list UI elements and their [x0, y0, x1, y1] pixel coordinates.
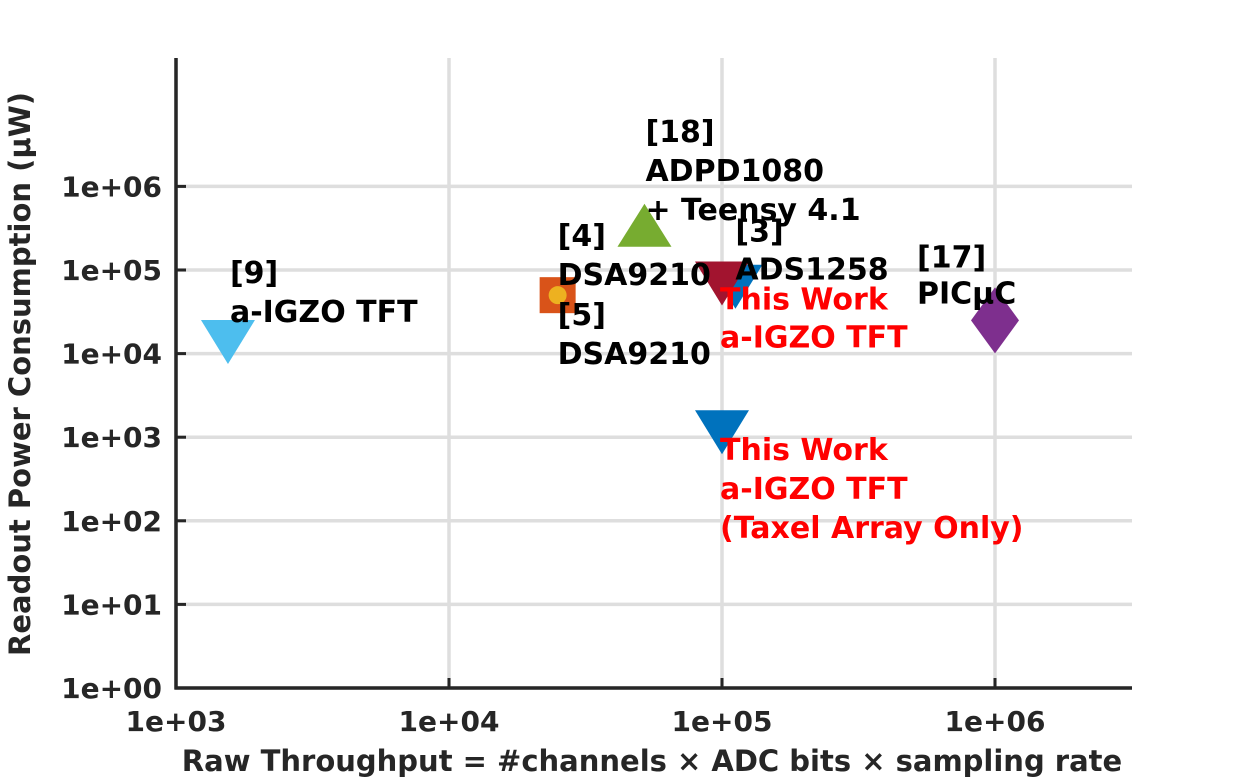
ref18-annotation: [18] ADPD1080 + Teensy 4.1 — [645, 115, 860, 228]
y-tick-label: 1e+06 — [61, 170, 162, 203]
ref5-marker — [548, 286, 567, 305]
annotation-line: [18] — [645, 115, 714, 150]
annotation-line: ADS1258 — [735, 253, 888, 288]
this-work-taxel-annotation: This Work a-IGZO TFT (Taxel Array Only) — [720, 433, 1024, 546]
annotation-line: [3] — [735, 215, 783, 250]
grid — [174, 58, 1132, 690]
ref9-annotation: [9] a-IGZO TFT — [230, 256, 418, 330]
markers — [200, 203, 1019, 455]
ref18-marker — [617, 203, 672, 247]
y-tick-label: 1e+05 — [61, 254, 162, 287]
x-tick-label: 1e+03 — [126, 705, 227, 738]
annotation-line: This Work — [720, 283, 889, 318]
ref3-annotation: [3]ADS1258 — [735, 215, 888, 288]
ref17-annotation: [17]PICμC — [917, 240, 1016, 311]
annotation-line: a-IGZO TFT — [720, 321, 908, 356]
ref17-marker — [971, 287, 1019, 354]
ref9-marker — [200, 319, 255, 364]
annotation-line: [4] — [558, 219, 606, 254]
x-tick-label: 1e+06 — [945, 705, 1046, 738]
annotation-line: + Teensy 4.1 — [645, 193, 860, 228]
axes — [174, 58, 1132, 690]
y-axis-title: Readout Power Consumption (μW) — [3, 92, 37, 656]
y-tick-label: 1e+03 — [61, 421, 162, 454]
annotation-line: DSA9210 — [558, 337, 711, 372]
this-work-marker — [695, 261, 749, 306]
ref4-annotation: [4] DSA9210 — [558, 219, 711, 293]
x-axis-title: Raw Throughput = #channels × ADC bits × … — [182, 744, 1122, 778]
annotation-line: [17] — [917, 240, 986, 275]
y-tick-label: 1e+04 — [61, 338, 162, 371]
y-tick-label: 1e+02 — [61, 505, 162, 538]
annotation-line: PICμC — [917, 276, 1016, 311]
labels: 1e+03 1e+04 1e+05 1e+06 1e+00 1e+01 1e+02 1e+03… — [61, 170, 1045, 738]
annotation-line: [5] — [558, 298, 606, 333]
annotation-line: a-IGZO TFT — [230, 295, 418, 330]
annotation-line: a-IGZO TFT — [720, 472, 908, 507]
annotations: [9] a-IGZO TFT [4] DSA9210 [5] DSA9210 [18] ADP… — [230, 115, 1024, 546]
x-tick-label: 1e+04 — [399, 705, 500, 738]
y-tick-label: 1e+00 — [61, 672, 162, 705]
annotation-line: [9] — [230, 256, 278, 291]
x-tick-label: 1e+05 — [672, 705, 773, 738]
this-work-taxel-marker — [695, 410, 749, 455]
ref5-annotation: [5] DSA9210 — [558, 298, 711, 372]
annotation-line: DSA9210 — [558, 258, 711, 293]
annotation-line: This Work — [720, 433, 889, 468]
y-tick-label: 1e+01 — [61, 588, 162, 621]
annotation-line: ADPD1080 — [645, 154, 824, 189]
annotation-line: (Taxel Array Only) — [720, 511, 1024, 546]
